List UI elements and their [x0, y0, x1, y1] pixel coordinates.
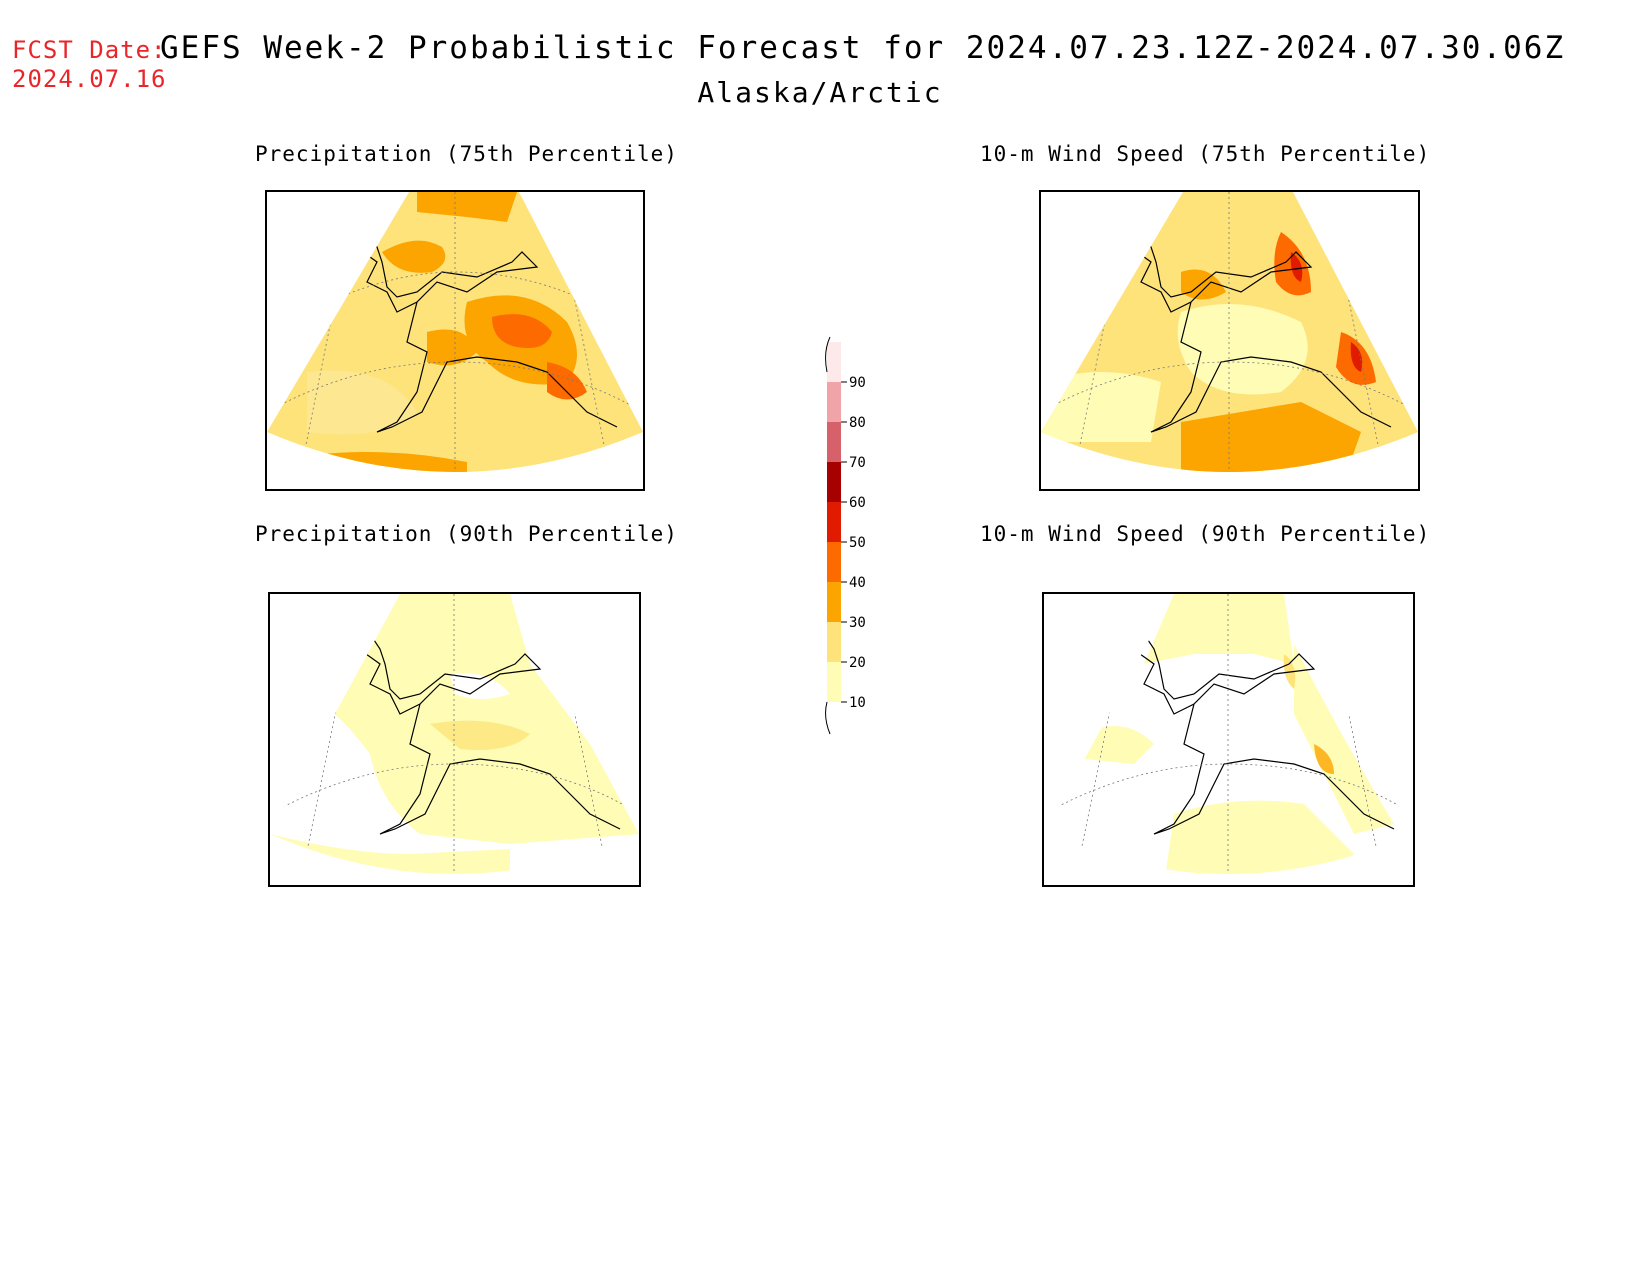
colorbar-tick-label: 70 [849, 455, 866, 471]
map-canvas [1041, 192, 1418, 472]
map-canvas [270, 594, 639, 874]
colorbar-swatch [827, 342, 841, 382]
colorbar-swatch [827, 502, 841, 542]
map-canvas [1044, 594, 1413, 874]
colorbar-end-arrows [825, 336, 831, 735]
colorbar-swatch [827, 382, 841, 422]
color-scale-legend: 10 20 30 40 50 60 70 80 90 [825, 336, 866, 735]
colorbar-tick-label: 20 [849, 655, 866, 671]
fcst-date-value: 2024.07.16 [12, 65, 167, 93]
page-subtitle: Alaska/Arctic [697, 76, 943, 109]
color-scale-labels: 10 20 30 40 50 60 70 80 90 [841, 375, 866, 711]
colorbar-swatch [827, 422, 841, 462]
page-title: GEFS Week-2 Probabilistic Forecast for 2… [160, 30, 1566, 66]
colorbar-swatch [827, 662, 841, 702]
colorbar-swatch [827, 622, 841, 662]
map-precip-90 [268, 592, 641, 887]
colorbar-tick-label: 30 [849, 615, 866, 631]
colorbar-tick-label: 60 [849, 495, 866, 511]
colorbar-tick-label: 10 [849, 695, 866, 711]
colorbar-tick-label: 50 [849, 535, 866, 551]
color-scale-swatches [827, 342, 841, 702]
panel-title-wind-75: 10-m Wind Speed (75th Percentile) [980, 142, 1431, 166]
map-canvas [267, 192, 643, 472]
panel-title-precip-75: Precipitation (75th Percentile) [255, 142, 678, 166]
colorbar-swatch [827, 462, 841, 502]
fcst-date-block: FCST Date: 2024.07.16 [12, 36, 167, 94]
map-wind-90 [1042, 592, 1415, 887]
fcst-date-label: FCST Date: [12, 36, 167, 64]
colorbar-tick-label: 90 [849, 375, 866, 391]
panel-title-precip-90: Precipitation (90th Percentile) [255, 522, 678, 546]
colorbar-tick-label: 40 [849, 575, 866, 591]
colorbar-swatch [827, 542, 841, 582]
map-wind-75 [1039, 190, 1420, 491]
colorbar-tick-label: 80 [849, 415, 866, 431]
colorbar-swatch [827, 582, 841, 622]
map-precip-75 [265, 190, 645, 491]
panel-title-wind-90: 10-m Wind Speed (90th Percentile) [980, 522, 1431, 546]
